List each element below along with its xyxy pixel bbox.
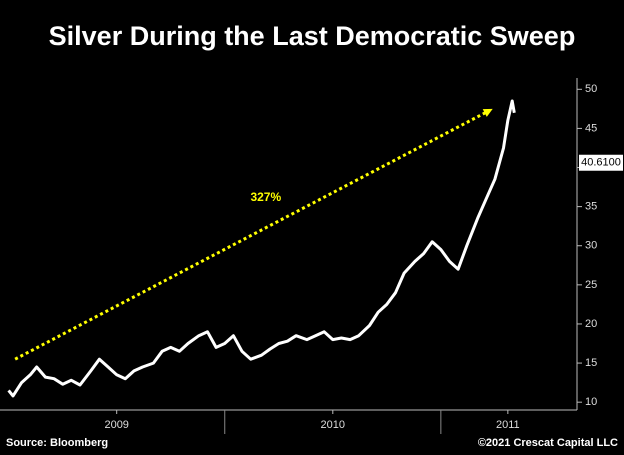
y-tick-label: 45 [585, 122, 597, 134]
y-tick-label: 15 [585, 357, 597, 369]
annotation: 327% [250, 190, 281, 204]
y-tick-label: 50 [585, 83, 597, 95]
y-tick-label: 30 [585, 240, 597, 252]
y-tick-label: 25 [585, 279, 597, 291]
chart-title: Silver During the Last Democratic Sweep [49, 21, 576, 51]
arrow-line [14, 111, 487, 361]
x-tick-label: 2011 [496, 419, 520, 431]
x-tick-label: 2009 [104, 419, 128, 431]
arrow-head [482, 108, 493, 117]
last-value-box [579, 154, 623, 171]
y-tick-label: 35 [585, 201, 597, 213]
source: Source: Bloomberg [6, 437, 108, 449]
y-tick-label: 10 [585, 396, 597, 408]
copyright: ©2021 Crescat Capital LLC [478, 437, 618, 449]
x-tick-label: 2010 [321, 419, 345, 431]
y-tick-label: 20 [585, 318, 597, 330]
price-line [7, 99, 516, 398]
last-value-label: 40.6100 [581, 157, 621, 169]
